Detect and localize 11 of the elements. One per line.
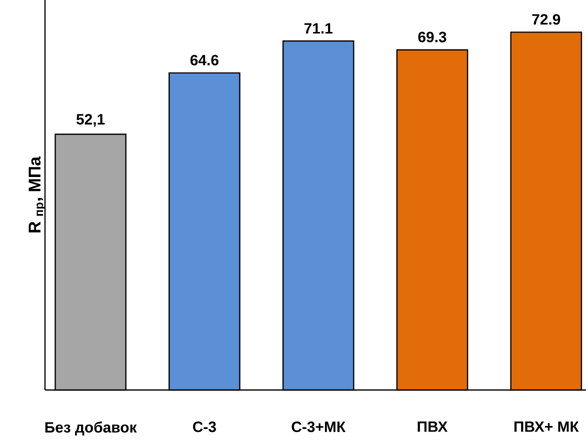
x-tick-label: ПВХ <box>418 422 448 432</box>
data-label: 69.3 <box>418 32 446 42</box>
x-tick-label: ПВХ+ МК <box>514 422 579 432</box>
x-tick-label: С-3 <box>193 422 216 432</box>
data-label: 71.1 <box>304 23 332 34</box>
data-label: 72.9 <box>532 14 560 25</box>
x-tick-label: С-3+МК <box>292 422 346 432</box>
x-tick-label: Без добавок <box>45 422 137 436</box>
data-label: 64.6 <box>190 54 218 66</box>
y-axis-title: R $_{пр}$, МПа <box>28 156 46 232</box>
data-label: 52,1 <box>76 114 105 127</box>
